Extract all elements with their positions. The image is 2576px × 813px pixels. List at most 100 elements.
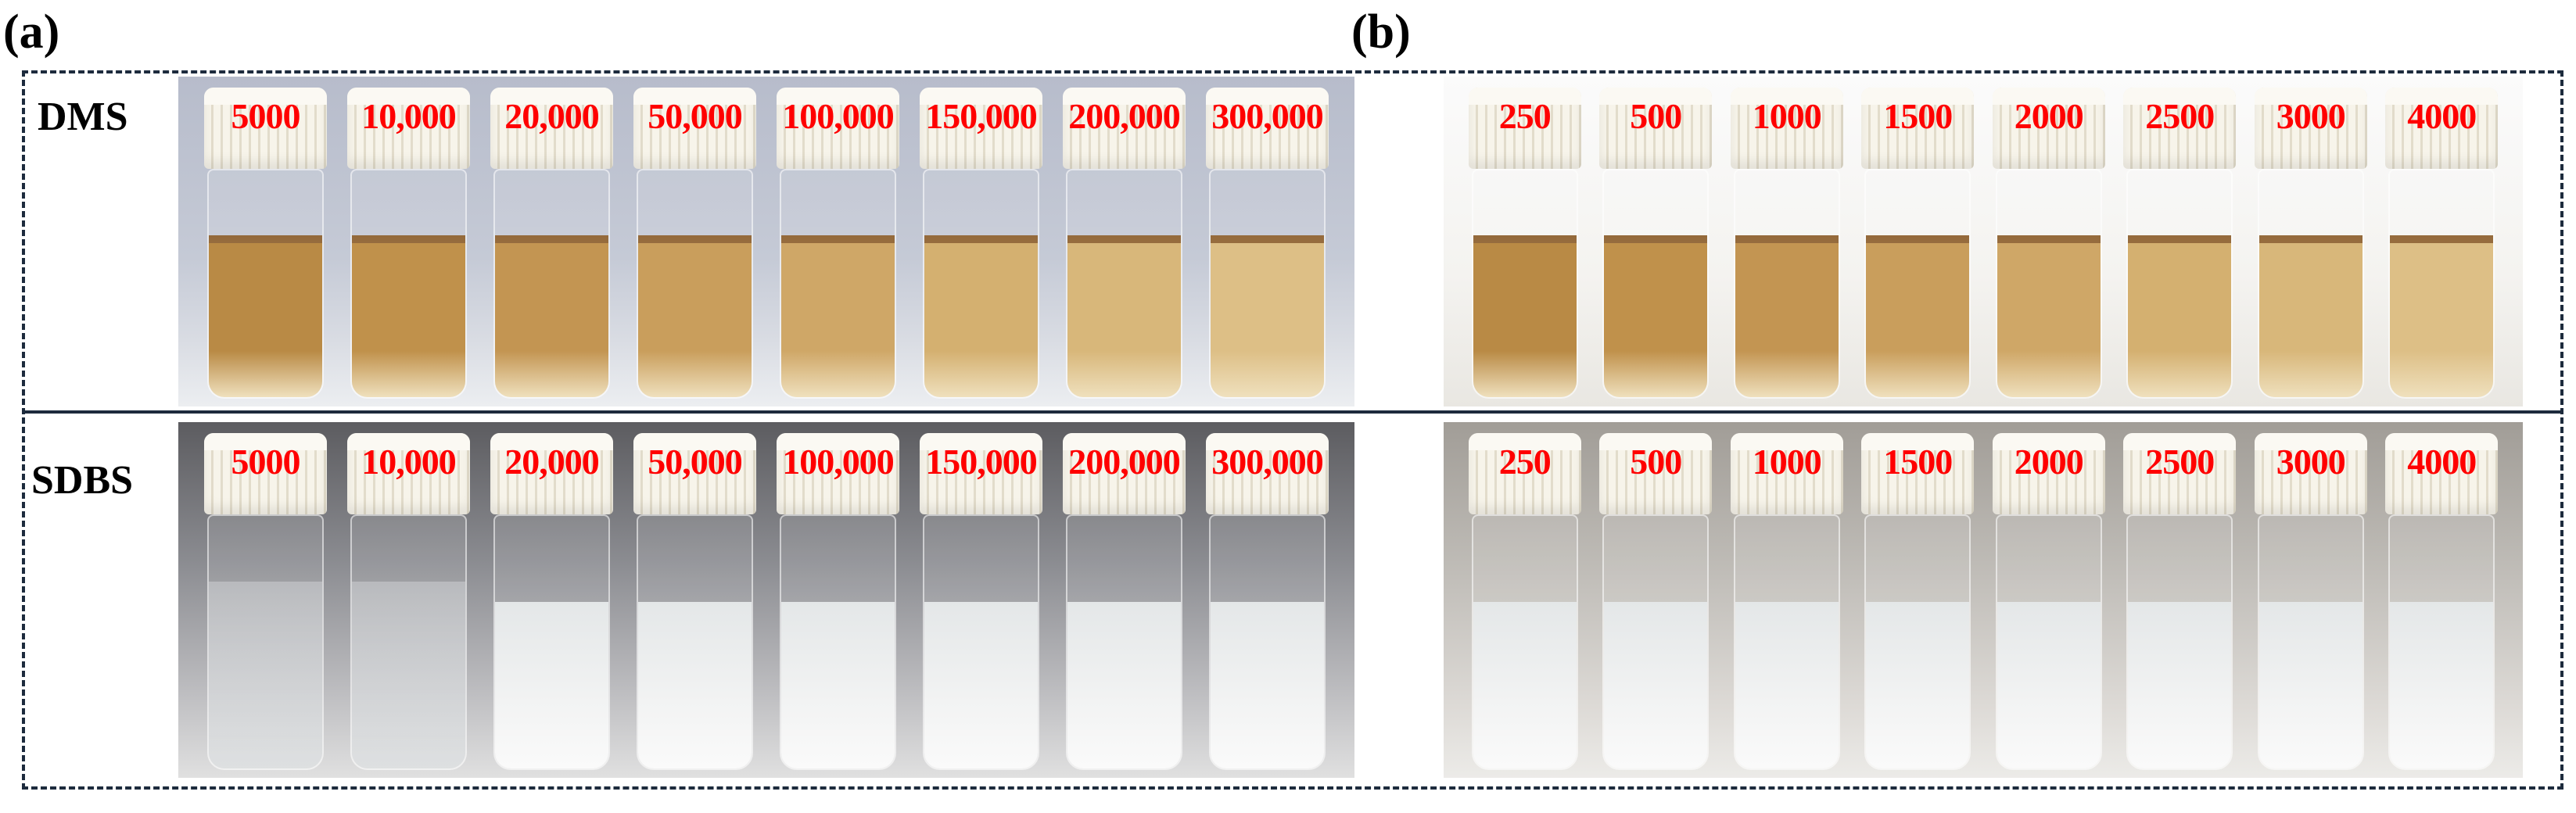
concentration-label: 10,000 <box>361 442 457 482</box>
vial-liquid <box>1735 235 1839 397</box>
vial-liquid <box>2390 235 2494 397</box>
vial-glass <box>206 514 325 770</box>
vial-liquid <box>1473 235 1577 397</box>
vial-cap <box>346 433 471 514</box>
vial-liquid <box>1866 235 1970 397</box>
vial-glass <box>922 514 1040 770</box>
vial-b-2: 1000 <box>1730 433 1843 770</box>
vial-cap <box>776 88 900 169</box>
vial-glass <box>206 169 325 399</box>
vial-a-3: 50,000 <box>633 433 757 770</box>
vial-a-2: 20,000 <box>490 88 614 399</box>
vial-cap <box>2123 88 2237 169</box>
vial-cap <box>1992 433 2105 514</box>
vial-cap <box>1468 88 1581 169</box>
vial-liquid <box>494 601 609 768</box>
vial-cap <box>2385 88 2499 169</box>
vial-liquid <box>2258 235 2363 397</box>
vial-cap <box>633 433 757 514</box>
vial-liquid <box>1210 235 1325 397</box>
vial-glass <box>1733 514 1840 770</box>
vial-liquid <box>1067 601 1182 768</box>
photo-sdbs-a: 5000 10,000 20,000 50,000 100,000 150,000 200,… <box>178 422 1354 778</box>
vial-a-3: 50,000 <box>633 88 757 399</box>
vial-a-5: 150,000 <box>919 433 1043 770</box>
vial-liquid <box>351 581 466 768</box>
vial-a-2: 20,000 <box>490 433 614 770</box>
vial-liquid <box>2258 601 2363 768</box>
concentration-label: 1500 <box>1883 442 1953 482</box>
vial-liquid <box>2390 601 2494 768</box>
concentration-label: 250 <box>1498 96 1552 136</box>
vial-liquid <box>924 235 1039 397</box>
vial-glass <box>350 514 468 770</box>
concentration-label: 100,000 <box>782 442 895 482</box>
vial-liquid <box>637 601 752 768</box>
vial-b-0: 250 <box>1468 433 1581 770</box>
concentration-label: 150,000 <box>925 442 1038 482</box>
vial-liquid <box>1210 601 1325 768</box>
concentration-label: 500 <box>1630 96 1682 136</box>
vial-glass <box>2126 169 2233 399</box>
vial-glass <box>1471 169 1578 399</box>
vial-glass <box>2388 514 2495 770</box>
concentration-label: 300,000 <box>1211 96 1324 136</box>
vial-b-3: 1500 <box>1861 88 1975 399</box>
vial-glass <box>2126 514 2233 770</box>
vial-liquid <box>1604 235 1708 397</box>
vial-a-1: 10,000 <box>346 433 471 770</box>
vial-liquid <box>924 601 1039 768</box>
concentration-label: 5000 <box>231 96 300 136</box>
vial-glass <box>1733 169 1840 399</box>
vial-glass <box>1995 514 2102 770</box>
vial-cap <box>1992 88 2105 169</box>
vial-cap <box>2254 88 2367 169</box>
vial-glass <box>1065 514 1183 770</box>
concentration-label: 2500 <box>2145 96 2215 136</box>
vial-liquid <box>1735 601 1839 768</box>
vial-b-0: 250 <box>1468 88 1581 399</box>
vial-b-6: 3000 <box>2254 433 2367 770</box>
vial-glass <box>1208 169 1326 399</box>
vial-glass <box>1208 514 1326 770</box>
vial-liquid <box>1997 601 2101 768</box>
vial-cap <box>919 433 1043 514</box>
vial-b-1: 500 <box>1599 433 1713 770</box>
vial-liquid <box>494 235 609 397</box>
vial-glass <box>2257 169 2364 399</box>
vial-b-6: 3000 <box>2254 88 2367 399</box>
vial-glass <box>1065 169 1183 399</box>
row-divider <box>22 410 2563 414</box>
vial-cap <box>633 88 757 169</box>
vial-cap <box>346 88 471 169</box>
vial-glass <box>922 169 1040 399</box>
vial-liquid <box>208 235 323 397</box>
concentration-label: 5000 <box>231 442 300 482</box>
vial-glass <box>1471 514 1578 770</box>
vial-a-6: 200,000 <box>1062 88 1186 399</box>
vial-glass <box>1995 169 2102 399</box>
vial-liquid <box>2128 601 2232 768</box>
vial-liquid <box>351 235 466 397</box>
panel-b-label: (b) <box>1351 5 1411 59</box>
vial-cap <box>490 88 614 169</box>
vial-a-4: 100,000 <box>776 88 900 399</box>
vial-cap <box>1861 88 1975 169</box>
vial-liquid <box>208 581 323 768</box>
concentration-label: 2000 <box>2014 442 2084 482</box>
vial-b-7: 4000 <box>2385 433 2499 770</box>
vial-glass <box>493 514 611 770</box>
vial-glass <box>1864 169 1971 399</box>
vial-glass <box>779 169 897 399</box>
concentration-label: 20,000 <box>504 442 600 482</box>
concentration-label: 1000 <box>1752 96 1822 136</box>
concentration-label: 4000 <box>2407 96 2477 136</box>
vial-liquid <box>637 235 752 397</box>
concentration-label: 20,000 <box>504 96 600 136</box>
vial-b-7: 4000 <box>2385 88 2499 399</box>
vial-cap <box>1730 433 1843 514</box>
vial-cap <box>1205 433 1329 514</box>
concentration-label: 300,000 <box>1211 442 1324 482</box>
vial-liquid <box>780 235 895 397</box>
vial-b-1: 500 <box>1599 88 1713 399</box>
